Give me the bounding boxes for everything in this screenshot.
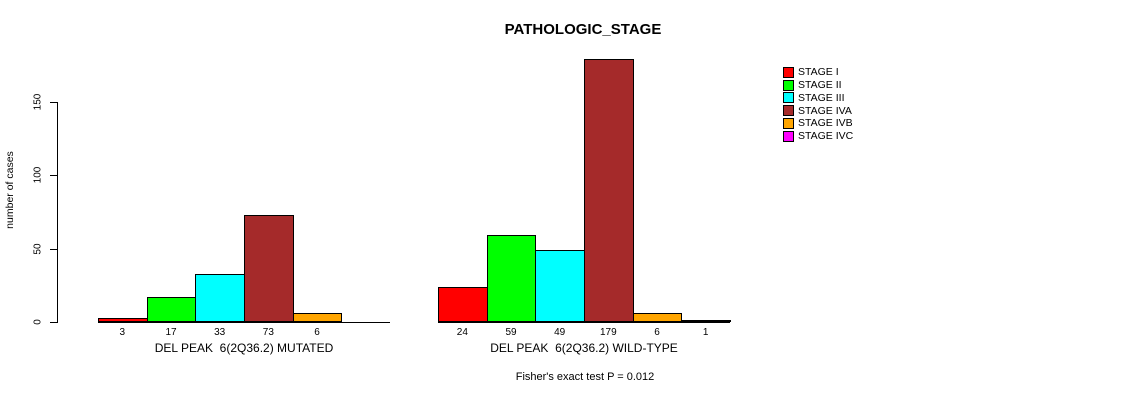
bar-stage-iva [584,59,634,322]
bar-stage-iva [244,215,294,322]
legend-row: STAGE IVA [783,104,853,117]
legend-label: STAGE II [798,78,842,91]
legend-swatch-stage-ii [783,79,794,91]
fisher-test-annotation: Fisher's exact test P = 0.012 [515,371,655,383]
bar-value-label: 3 [119,327,126,338]
bar-stage-iii [195,274,245,322]
legend-row: STAGE IVC [783,130,853,143]
legend-label: STAGE IVB [798,117,853,130]
y-tick [50,102,57,103]
bar-value-label: 17 [165,327,177,338]
y-tick-label: 100 [32,166,44,184]
bar-stage-ivc [681,320,731,322]
legend-label: STAGE IVC [798,130,854,143]
legend-label: STAGE I [798,66,839,79]
y-tick [50,175,57,177]
bar-value-label: 6 [314,327,320,338]
bar-stage-i [438,287,488,322]
legend-swatch-stage-ivc [783,130,794,142]
legend-row: STAGE II [783,79,853,92]
y-tick-label: 150 [32,93,44,111]
bar-value-label: 1 [702,327,709,338]
bar-value-label: 179 [599,327,617,338]
bar-value-label: 49 [554,327,566,338]
legend-row: STAGE III [783,92,853,105]
bar-stage-ivb [292,313,343,322]
bar-stage-ivb [632,313,683,322]
legend: STAGE I STAGE II STAGE III STAGE IVA STAGE I… [783,66,853,143]
group-label: DEL PEAK 6(2Q36.2) MUTATED [154,341,334,355]
bar-value-label: 33 [214,327,226,338]
legend-label: STAGE IVA [798,104,852,117]
y-tick [50,248,57,250]
bar-value-label: 73 [262,327,274,338]
bar-stage-i [98,318,148,322]
chart-title: PATHOLOGIC_STAGE [504,21,662,38]
y-tick-label: 50 [32,243,44,255]
x-baseline [98,322,390,323]
bar-value-label: 59 [505,327,517,338]
bar-value-label: 24 [456,327,468,338]
legend-row: STAGE I [783,66,853,79]
bar-stage-iii [535,250,585,322]
y-axis-line [57,102,58,323]
legend-swatch-stage-i [783,66,794,78]
legend-swatch-stage-iii [783,92,794,104]
bar-stage-ii [486,235,537,322]
x-baseline [438,322,730,323]
legend-swatch-stage-ivb [783,118,794,130]
legend-swatch-stage-iva [783,105,794,117]
bar-stage-ii [146,297,197,322]
bar-value-label: 6 [654,327,660,338]
legend-label: STAGE III [798,91,845,104]
group-label: DEL PEAK 6(2Q36.2) WILD-TYPE [490,341,678,355]
y-tick [50,322,57,323]
legend-row: STAGE IVB [783,117,853,130]
y-tick-label: 0 [32,319,44,325]
